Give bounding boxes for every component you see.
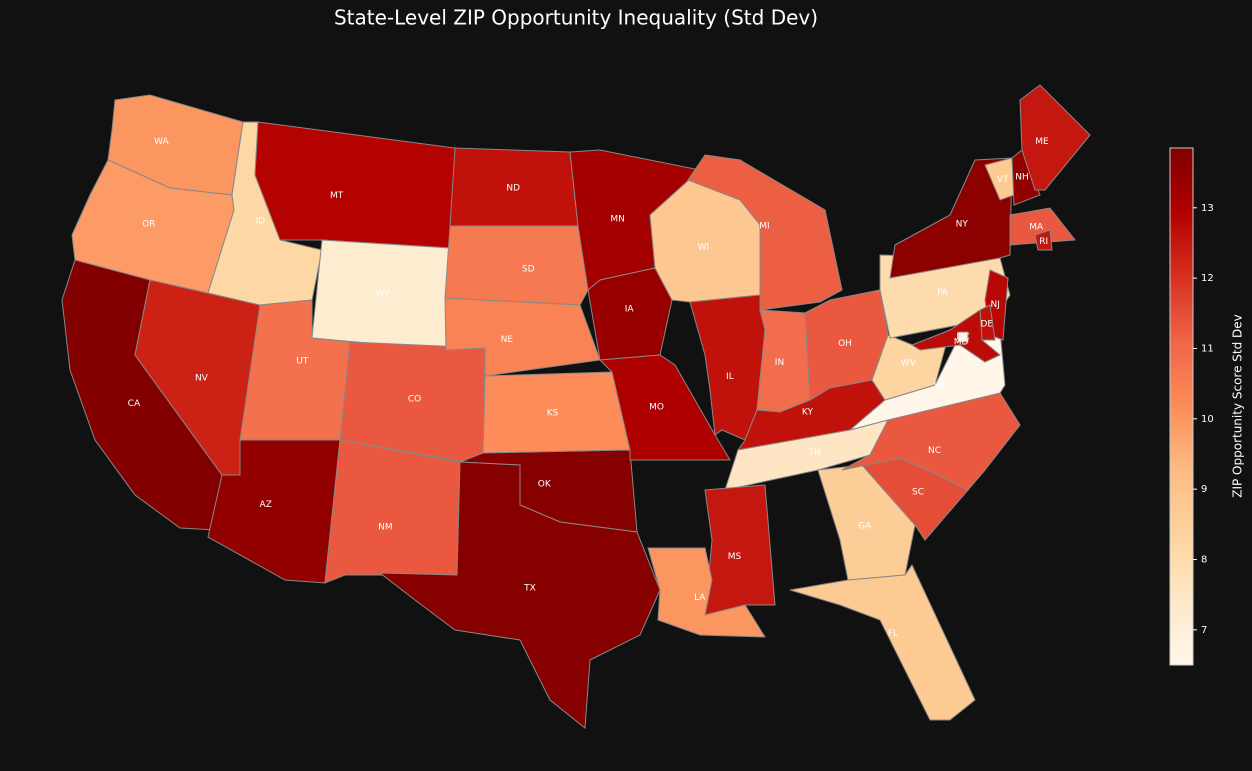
state — [598, 354, 731, 461]
state-label: ID — [256, 217, 266, 227]
colorbar-tick-label: 12 — [1201, 273, 1214, 284]
state-label: FL — [888, 629, 898, 639]
state — [324, 439, 461, 584]
state — [1019, 84, 1091, 191]
state-label: NE — [501, 335, 514, 345]
state-label: KY — [802, 408, 814, 418]
state — [647, 547, 766, 638]
state-label: WA — [154, 137, 169, 147]
state-label: MT — [330, 191, 344, 201]
state-label: CO — [408, 394, 421, 404]
state-label: SD — [522, 265, 535, 275]
state-label: NC — [928, 446, 941, 456]
state-label: RI — [1039, 237, 1048, 247]
state-label: VA — [934, 382, 947, 392]
state-labels: WA OR CA NV ID MT WY UT AZ CO NM ND SD NE KS OK TX MN IA MO… — [128, 137, 1049, 639]
state — [957, 331, 969, 343]
state-label: TN — [808, 448, 821, 458]
state — [444, 225, 589, 306]
state-label: MA — [1029, 223, 1044, 233]
state — [910, 309, 1001, 363]
state-label: MI — [759, 221, 769, 231]
state-label: MD — [954, 338, 969, 348]
state-label: OK — [538, 480, 552, 490]
state-label: NJ — [991, 300, 1000, 310]
state-label: OH — [838, 339, 852, 349]
state-label: NY — [956, 220, 969, 230]
state-label: TX — [523, 583, 536, 593]
state-label: UT — [296, 356, 309, 366]
state-label: IN — [775, 358, 784, 368]
state-label: PA — [937, 288, 949, 298]
state — [1009, 207, 1076, 246]
state-label: NV — [195, 374, 209, 384]
state — [1011, 149, 1041, 206]
state-label: AZ — [260, 500, 272, 510]
colorbar-tick-label: 11 — [1201, 343, 1214, 354]
state — [687, 154, 843, 311]
states — [61, 84, 1091, 729]
state — [889, 157, 1013, 279]
colorbar — [1169, 147, 1194, 666]
state-label: GA — [858, 521, 872, 531]
state-label: ND — [506, 184, 520, 194]
state-label: MS — [728, 552, 742, 562]
state-label: NH — [1015, 173, 1029, 183]
state-label: ME — [1035, 137, 1049, 147]
state-label: NM — [378, 523, 393, 533]
state-label: KS — [547, 408, 559, 418]
state-label: WI — [698, 242, 710, 252]
colorbar-tick-label: 8 — [1201, 554, 1207, 565]
state-label: CA — [128, 399, 141, 409]
state-label: IL — [726, 372, 734, 382]
colorbar-tick-label: 7 — [1201, 625, 1207, 636]
state-label: SC — [912, 488, 924, 498]
colorbar-tick-label: 10 — [1201, 414, 1214, 425]
state-label: DC — [956, 333, 969, 343]
state-label: DE — [980, 319, 993, 329]
state — [1034, 229, 1053, 251]
colorbar-label: ZIP Opportunity Score Std Dev — [1231, 314, 1245, 498]
state-label: WV — [901, 359, 917, 369]
state — [704, 484, 776, 616]
state-label: MN — [610, 214, 625, 224]
colorbar-tick-label: 9 — [1201, 484, 1207, 495]
state-label: OR — [142, 220, 155, 230]
state-label: IA — [625, 304, 635, 314]
colorbar-tick-label: 13 — [1201, 203, 1214, 214]
state — [789, 564, 976, 721]
state-label: VT — [997, 175, 1009, 185]
state-label: WY — [375, 290, 390, 300]
state-label: MO — [649, 403, 664, 413]
state — [378, 461, 661, 729]
state-label: LA — [694, 593, 706, 603]
map-title: State-Level ZIP Opportunity Inequality (… — [334, 6, 818, 30]
